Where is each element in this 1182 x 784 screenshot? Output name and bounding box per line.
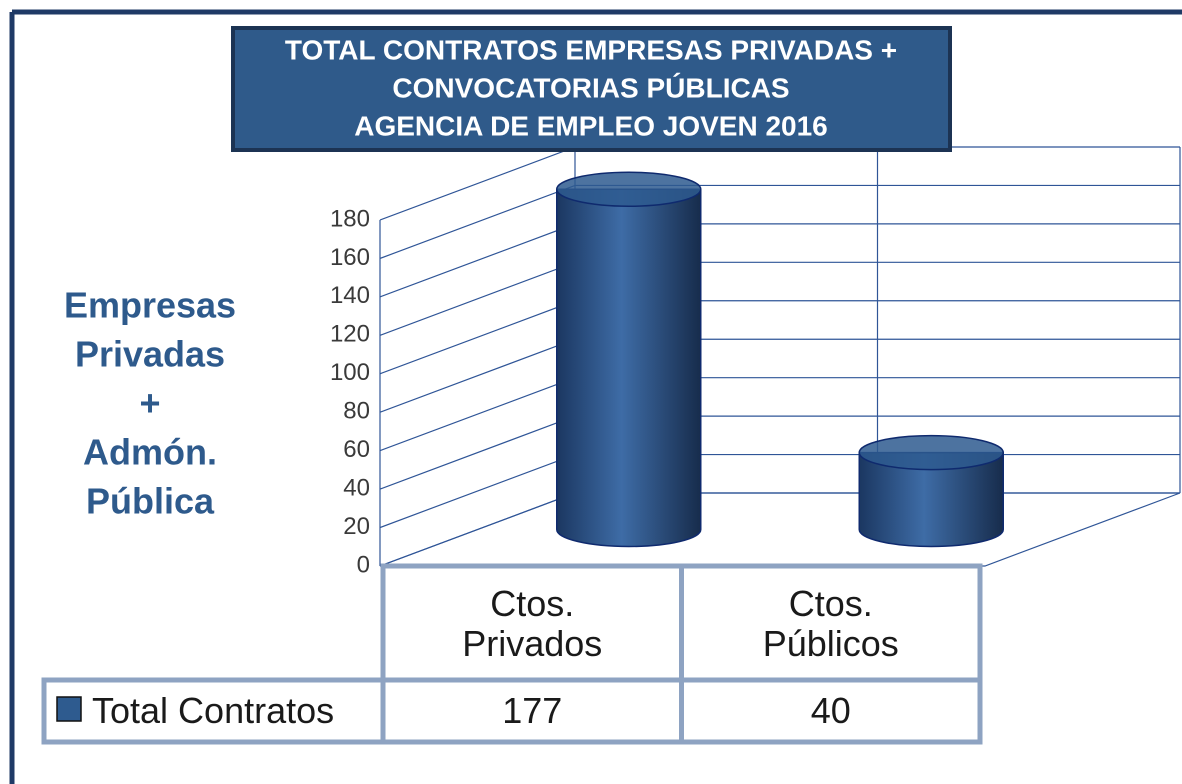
bar-cap <box>556 171 702 208</box>
data-label: 40 <box>810 690 851 731</box>
x-tick-label: Ctos. Públicos <box>762 583 899 664</box>
legend-label: Total Contratos <box>92 690 335 731</box>
grid-line <box>379 146 1180 221</box>
y-tick-label: 100 <box>330 359 370 386</box>
grid-line <box>379 415 1180 490</box>
bar <box>858 451 1004 548</box>
grid-line <box>379 223 1180 298</box>
title-box <box>231 26 952 152</box>
y-tick-label: 80 <box>343 398 370 425</box>
y-axis-label: Admón. <box>83 432 217 473</box>
chart-title: TOTAL CONTRATOS EMPRESAS PRIVADAS + <box>285 34 897 65</box>
y-tick-label: 120 <box>330 321 370 348</box>
grid-line <box>379 453 1180 529</box>
x-tick-label: Ctos. Privados <box>462 583 603 664</box>
grid-line <box>379 338 1180 413</box>
y-tick-label: 0 <box>357 551 370 578</box>
bar <box>556 188 702 548</box>
y-axis-label: Privadas <box>75 334 225 375</box>
chart-title: AGENCIA DE EMPLEO JOVEN 2016 <box>354 110 828 141</box>
y-tick-label: 40 <box>343 474 370 501</box>
chart-title: CONVOCATORIAS PÚBLICAS <box>392 72 789 103</box>
bar-group <box>556 171 702 548</box>
bar-cap <box>858 434 1004 471</box>
y-tick-label: 180 <box>330 205 370 232</box>
grid-line <box>379 377 1180 452</box>
legend-swatch <box>56 696 82 722</box>
data-label: 177 <box>502 690 563 731</box>
grid-line <box>379 300 1180 375</box>
bar-group <box>858 434 1004 548</box>
y-axis-label: Pública <box>86 481 215 522</box>
grid-line <box>379 184 1180 260</box>
grid-line <box>379 261 1180 336</box>
y-axis-label: + <box>139 383 160 424</box>
y-tick-label: 140 <box>330 282 370 309</box>
table-border <box>41 677 983 745</box>
grid-line <box>379 492 1180 567</box>
y-tick-label: 160 <box>330 244 370 271</box>
y-axis-label: Empresas <box>64 285 236 326</box>
floor <box>379 492 1181 567</box>
y-tick-label: 60 <box>343 436 370 463</box>
y-tick-label: 20 <box>343 513 370 540</box>
